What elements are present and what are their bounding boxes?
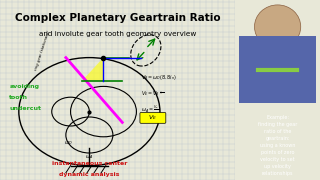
Text: $\omega_A$: $\omega_A$ xyxy=(85,153,93,161)
Text: instantaneous center: instantaneous center xyxy=(52,161,127,166)
Circle shape xyxy=(254,5,301,49)
Text: avoiding: avoiding xyxy=(9,84,39,89)
FancyBboxPatch shape xyxy=(140,112,166,123)
Text: and involute gear tooth geometry overview: and involute gear tooth geometry overvie… xyxy=(39,31,196,37)
Text: Example:
finding the gear
ratio of the
geartrain:
using a known
points of zero
v: Example: finding the gear ratio of the g… xyxy=(258,115,297,176)
Bar xyxy=(239,36,316,103)
Text: ring gear (stationary): ring gear (stationary) xyxy=(34,30,51,71)
Text: tooth: tooth xyxy=(9,95,28,100)
Text: $V_E$: $V_E$ xyxy=(148,113,157,122)
Text: $\omega_D$: $\omega_D$ xyxy=(64,139,72,147)
Text: $\omega_A = \frac{V_E}{..}$: $\omega_A = \frac{V_E}{..}$ xyxy=(141,103,160,115)
Polygon shape xyxy=(82,58,103,81)
Text: undercut: undercut xyxy=(9,105,41,111)
Text: $V_E = V_B\,\frac{..}{..}$: $V_E = V_B\,\frac{..}{..}$ xyxy=(141,89,165,98)
Text: dynamic analysis: dynamic analysis xyxy=(59,172,120,177)
Text: $V_B = \omega_D(8.8\,i_n)$: $V_B = \omega_D(8.8\,i_n)$ xyxy=(141,73,177,82)
Text: Complex Planetary Geartrain Ratio: Complex Planetary Geartrain Ratio xyxy=(15,13,220,23)
